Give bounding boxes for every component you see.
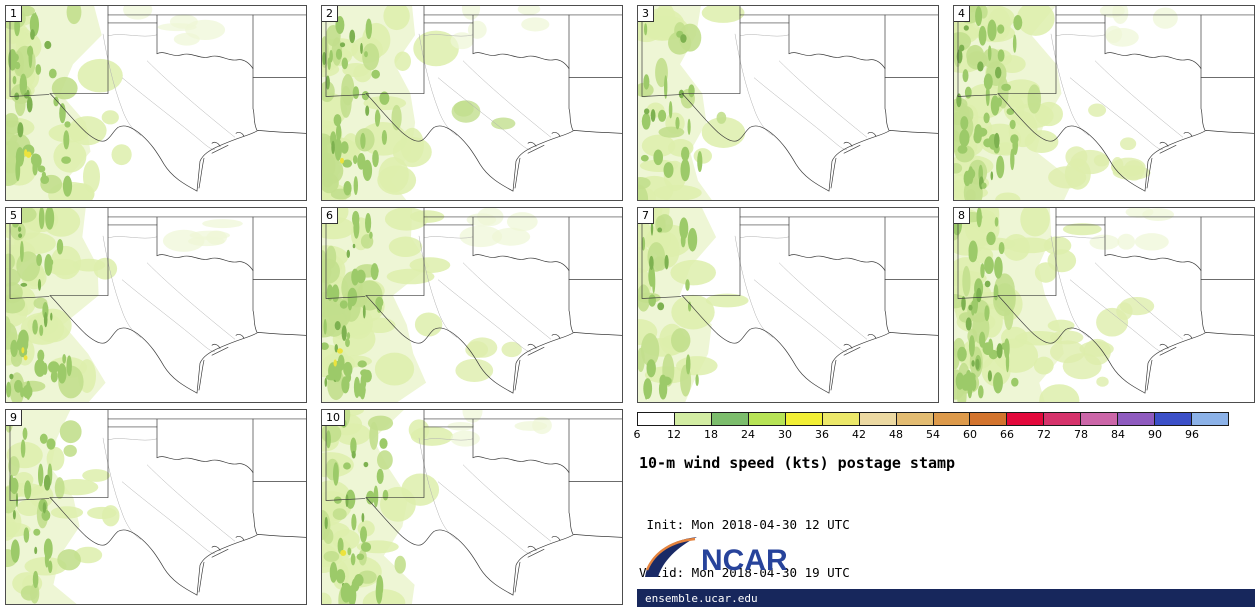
footer-url: ensemble.ucar.edu [645, 591, 758, 605]
member-label: 2 [322, 6, 338, 22]
member-panel-3: 3 [637, 5, 939, 201]
member-label: 3 [638, 6, 654, 22]
ncar-logo: NCAR [639, 534, 807, 584]
wind-map [322, 6, 622, 200]
member-panel-10: 10 [321, 409, 623, 605]
wind-map [6, 410, 306, 604]
colorbar-segment [970, 413, 1008, 425]
colorbar-segment [1118, 413, 1156, 425]
colorbar-segment [859, 413, 897, 425]
colorbar-tick: 36 [815, 428, 829, 441]
wind-map [6, 6, 306, 200]
colorbar-tick: 12 [667, 428, 681, 441]
colorbar-segment [1081, 413, 1119, 425]
colorbar-tick: 84 [1111, 428, 1125, 441]
panel-grid: 1 2 3 4 5 6 7 8 9 10 6 12 18 24 30 36 42 48 54 60 66 72 78 84 9… [5, 5, 1255, 607]
colorbar-tick: 18 [704, 428, 718, 441]
colorbar-segment [638, 413, 675, 425]
colorbar-segment [1155, 413, 1193, 425]
colorbar-segment [785, 413, 823, 425]
colorbar-tick: 60 [963, 428, 977, 441]
member-panel-8: 8 [953, 207, 1255, 403]
colorbar-segment [748, 413, 786, 425]
member-label: 1 [6, 6, 22, 22]
member-panel-1: 1 [5, 5, 307, 201]
member-label: 8 [954, 208, 970, 224]
colorbar-segment [711, 413, 749, 425]
ncar-logo-text: NCAR [701, 544, 788, 577]
member-label: 5 [6, 208, 22, 224]
footer-bar: ensemble.ucar.edu [637, 589, 1255, 607]
wind-map [638, 6, 938, 200]
colorbar [637, 412, 1229, 426]
valid-time: Valid: Mon 2018-04-30 19 UTC [639, 565, 850, 580]
member-panel-6: 6 [321, 207, 623, 403]
member-label: 7 [638, 208, 654, 224]
ncar-logo-graphic: NCAR [645, 537, 788, 577]
colorbar-segment [1192, 413, 1228, 425]
colorbar-tick: 78 [1074, 428, 1088, 441]
colorbar-tick: 6 [633, 428, 641, 441]
time-lines: Init: Mon 2018-04-30 12 UTC Valid: Mon 2… [639, 485, 1255, 610]
member-panel-2: 2 [321, 5, 623, 201]
wind-map [954, 6, 1254, 200]
colorbar-segment [822, 413, 860, 425]
colorbar-tick: 48 [889, 428, 903, 441]
colorbar-tick: 66 [1000, 428, 1014, 441]
colorbar-tick: 72 [1037, 428, 1051, 441]
wind-map [322, 410, 622, 604]
member-panel-7: 7 [637, 207, 939, 403]
colorbar-segment [674, 413, 712, 425]
wind-map [638, 208, 938, 402]
plot-title: 10-m wind speed (kts) postage stamp [639, 454, 956, 472]
colorbar-tick: 42 [852, 428, 866, 441]
colorbar-ticks: 6 12 18 24 30 36 42 48 54 60 66 72 78 84 90 96 [633, 428, 1229, 443]
member-label: 10 [322, 410, 345, 426]
ncar-orange-arc-icon [645, 537, 696, 571]
member-label: 6 [322, 208, 338, 224]
colorbar-tick: 24 [741, 428, 755, 441]
colorbar-segment [896, 413, 934, 425]
colorbar-segment [933, 413, 971, 425]
member-panel-5: 5 [5, 207, 307, 403]
member-label: 9 [6, 410, 22, 426]
member-panel-9: 9 [5, 409, 307, 605]
colorbar-segment [1044, 413, 1082, 425]
colorbar-tick: 54 [926, 428, 940, 441]
ncar-swoosh-icon [645, 537, 697, 577]
colorbar-tick: 96 [1185, 428, 1199, 441]
member-label: 4 [954, 6, 970, 22]
member-panel-4: 4 [953, 5, 1255, 201]
colorbar-segment [1007, 413, 1045, 425]
legend-area: 6 12 18 24 30 36 42 48 54 60 66 72 78 84 90 96 10-m win… [633, 409, 1255, 607]
colorbar-tick: 30 [778, 428, 792, 441]
wind-map [6, 208, 306, 402]
init-time: Init: Mon 2018-04-30 12 UTC [639, 517, 850, 532]
colorbar-tick: 90 [1148, 428, 1162, 441]
wind-map [954, 208, 1254, 402]
wind-map [322, 208, 622, 402]
